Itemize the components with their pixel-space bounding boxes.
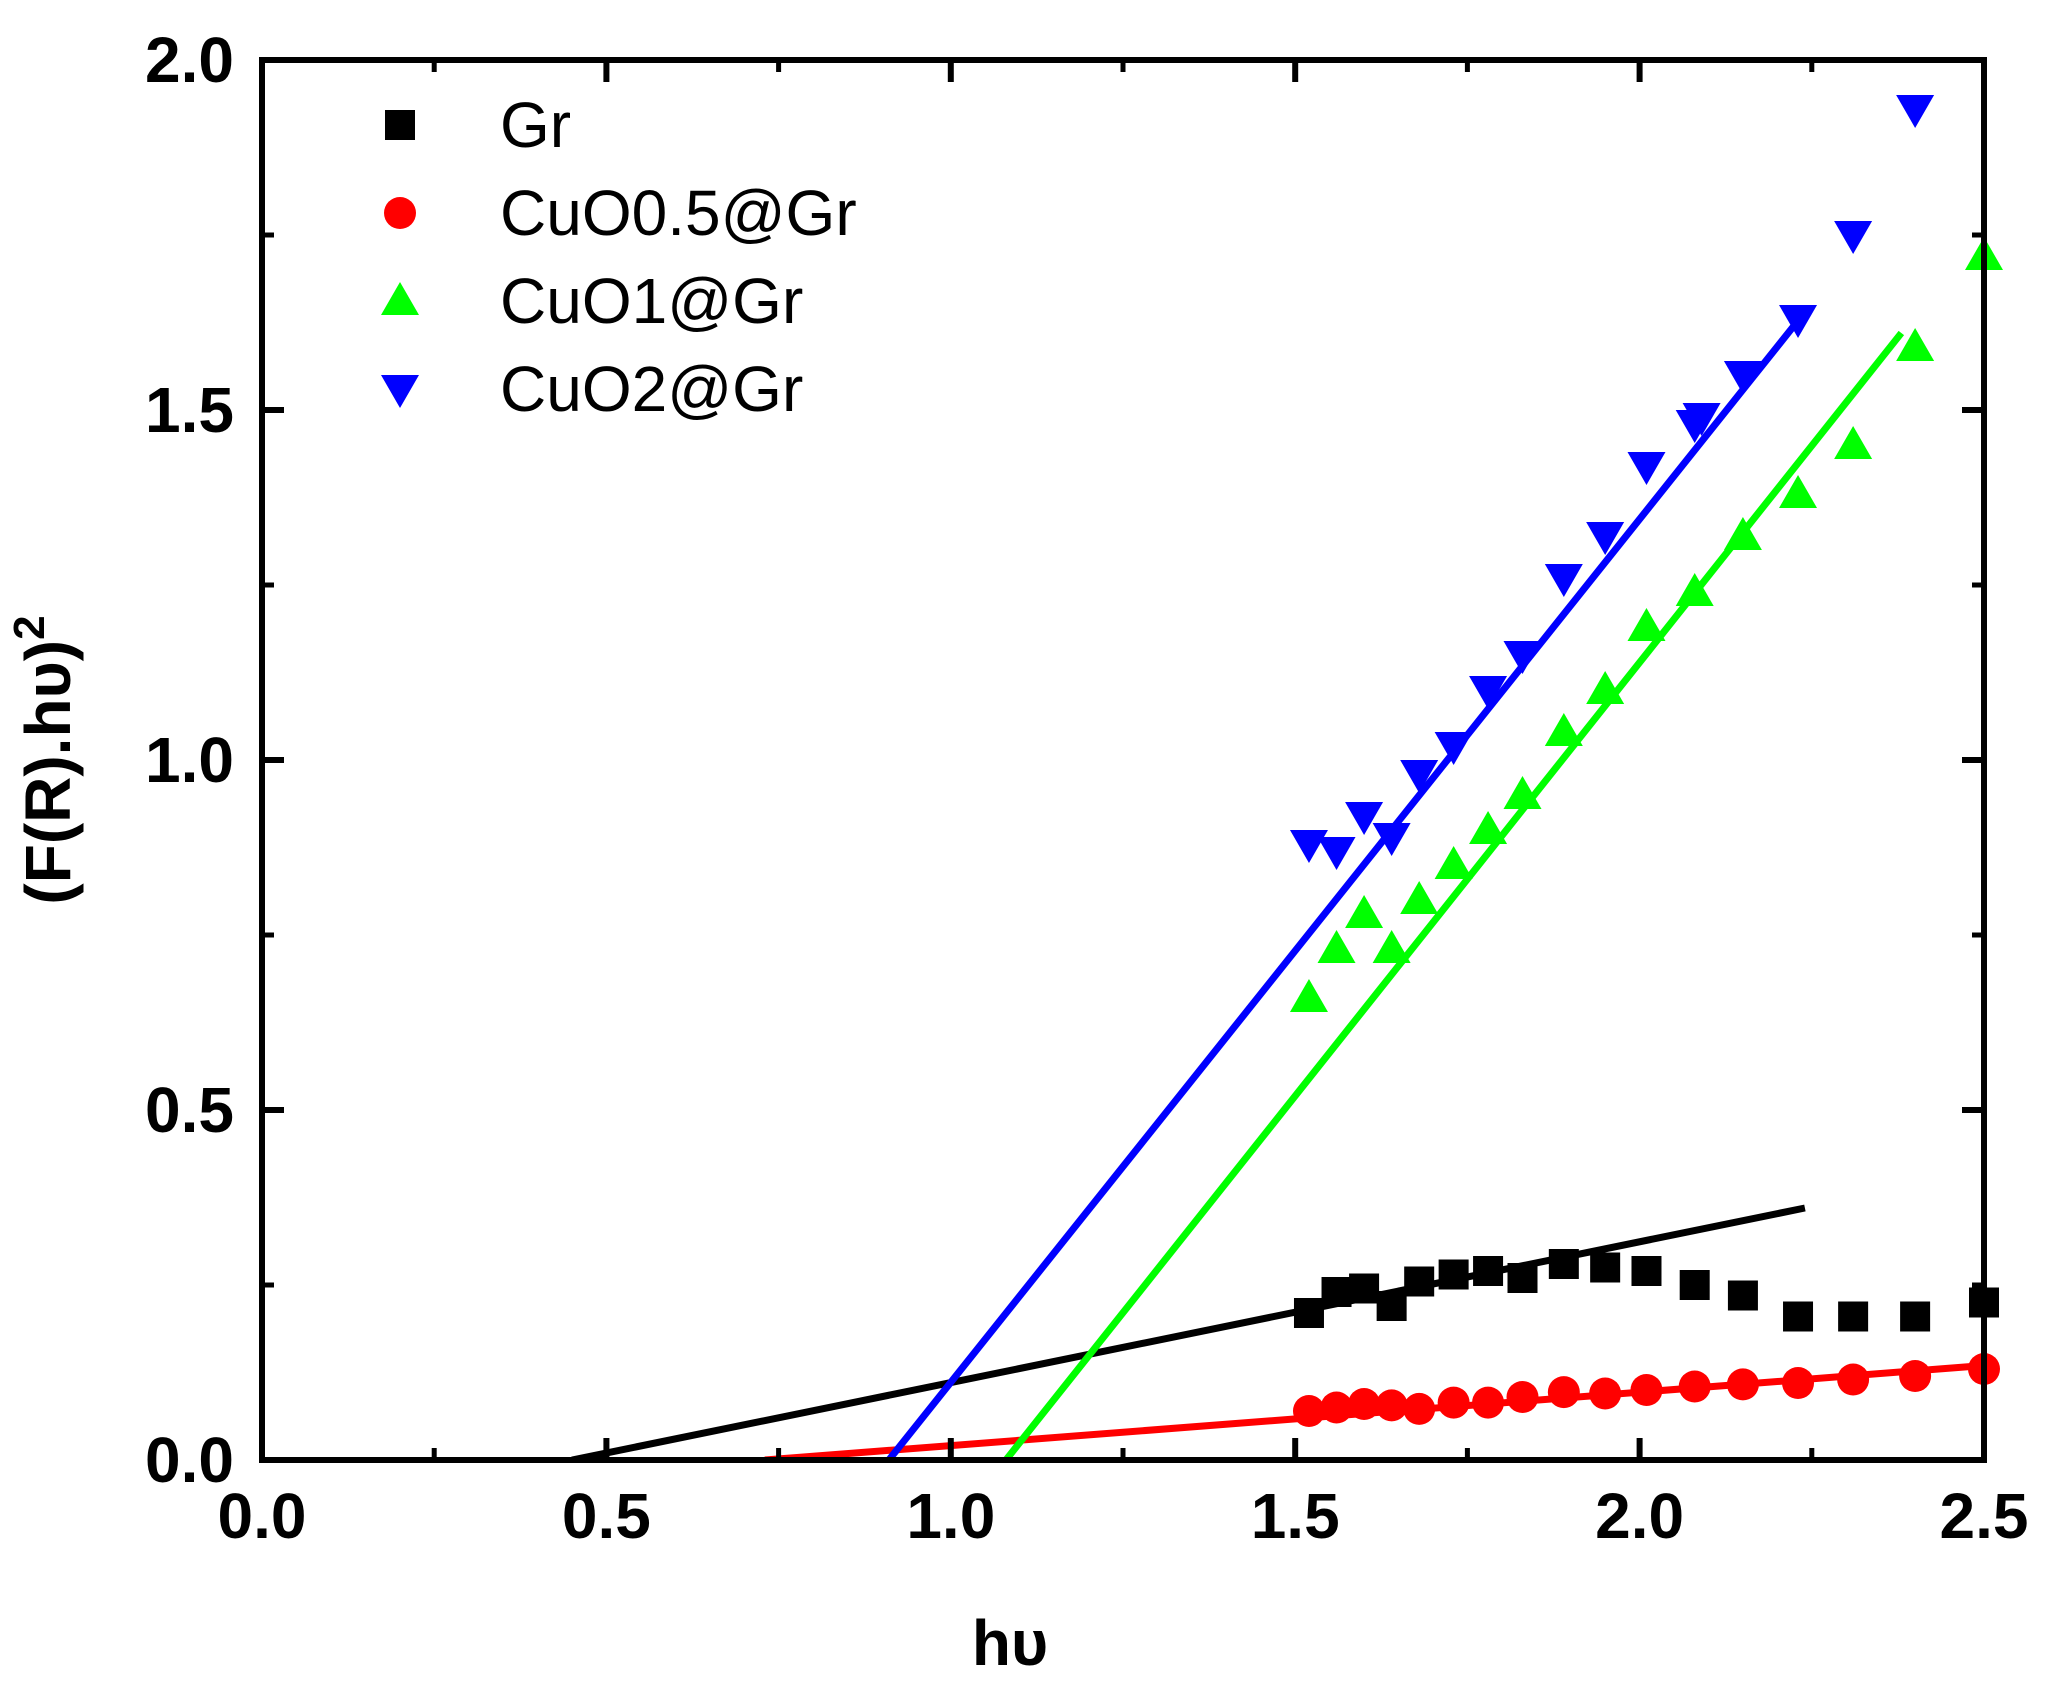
data-point-gr bbox=[1349, 1273, 1380, 1304]
legend-marker-gr bbox=[385, 110, 415, 140]
data-point-gr bbox=[1438, 1259, 1469, 1290]
data-point-cuo0-5-gr bbox=[1375, 1389, 1408, 1422]
data-point-cuo2-gr bbox=[1682, 403, 1721, 436]
data-point-gr bbox=[1548, 1249, 1579, 1279]
data-point-gr bbox=[1376, 1291, 1407, 1321]
data-point-cuo1-gr bbox=[1434, 846, 1473, 879]
data-point-cuo0-5-gr bbox=[1403, 1392, 1436, 1425]
y-tick-label: 2.0 bbox=[145, 24, 234, 96]
data-point-cuo0-5-gr bbox=[1837, 1363, 1870, 1396]
data-point-gr bbox=[1590, 1252, 1621, 1283]
data-point-gr bbox=[1473, 1256, 1504, 1286]
legend: Gr CuO0.5@Gr CuO1@Gr CuO2@Gr bbox=[381, 89, 857, 425]
x-tick-label: 1.5 bbox=[1251, 1480, 1340, 1552]
data-point-cuo2-gr bbox=[1586, 522, 1625, 555]
data-point-cuo2-gr bbox=[1469, 676, 1508, 709]
legend-label: Gr bbox=[500, 89, 571, 161]
data-markers bbox=[1289, 95, 2003, 1427]
data-point-cuo2-gr bbox=[1779, 305, 1818, 338]
data-point-cuo1-gr bbox=[1503, 776, 1542, 809]
data-point-cuo1-gr bbox=[1896, 328, 1935, 361]
legend-label: CuO1@Gr bbox=[500, 265, 803, 337]
data-point-gr bbox=[1293, 1298, 1324, 1328]
data-point-cuo2-gr bbox=[1834, 221, 1873, 254]
data-point-cuo2-gr bbox=[1544, 564, 1583, 597]
legend-marker-cuo2-gr bbox=[381, 375, 419, 408]
y-tick-label: 0.5 bbox=[145, 1074, 234, 1146]
data-point-cuo1-gr bbox=[1317, 930, 1356, 963]
data-point-cuo0-5-gr bbox=[1726, 1368, 1759, 1401]
data-point-cuo1-gr bbox=[1469, 811, 1508, 844]
data-point-cuo2-gr bbox=[1896, 95, 1935, 128]
data-point-gr bbox=[1727, 1280, 1758, 1311]
fit-lines bbox=[571, 309, 1985, 1460]
data-point-gr bbox=[1321, 1277, 1352, 1307]
data-point-gr bbox=[1404, 1266, 1435, 1297]
data-point-gr bbox=[1838, 1301, 1869, 1332]
data-point-cuo0-5-gr bbox=[1899, 1360, 1932, 1392]
y-axis-label: (F(R).hυ)2 bbox=[5, 615, 84, 904]
data-point-cuo0-5-gr bbox=[1547, 1376, 1580, 1409]
data-point-cuo1-gr bbox=[1675, 573, 1714, 606]
x-tick-label: 0.0 bbox=[218, 1480, 307, 1552]
y-tick-label: 1.0 bbox=[145, 724, 234, 796]
data-point-cuo0-5-gr bbox=[1437, 1386, 1470, 1419]
data-point-cuo2-gr bbox=[1723, 361, 1762, 394]
data-point-cuo1-gr bbox=[1779, 475, 1818, 508]
legend-label: CuO0.5@Gr bbox=[500, 177, 857, 249]
data-point-cuo1-gr bbox=[1544, 713, 1583, 746]
tick-labels: 0.0 0.5 1.0 1.5 2.0 2.5 0.0 0.5 1.0 1.5 2.0 bbox=[145, 24, 2028, 1552]
data-point-cuo2-gr bbox=[1627, 452, 1666, 485]
data-point-cuo1-gr bbox=[1834, 426, 1873, 459]
data-point-cuo1-gr bbox=[1627, 608, 1666, 641]
data-point-cuo0-5-gr bbox=[1782, 1367, 1815, 1399]
data-point-cuo2-gr bbox=[1372, 823, 1411, 856]
x-tick-label: 0.5 bbox=[562, 1480, 651, 1552]
fit-line-cuo2-gr bbox=[886, 309, 1808, 1460]
data-point-cuo1-gr bbox=[1289, 979, 1328, 1012]
legend-marker-cuo0-5-gr bbox=[384, 197, 416, 229]
data-point-gr bbox=[1631, 1256, 1662, 1286]
data-point-cuo1-gr bbox=[1400, 881, 1439, 914]
data-point-gr bbox=[1900, 1301, 1931, 1332]
data-point-cuo0-5-gr bbox=[1589, 1377, 1622, 1410]
data-point-cuo0-5-gr bbox=[1320, 1391, 1353, 1424]
y-axis-label-text: (F(R).hυ) bbox=[12, 640, 84, 905]
data-point-cuo0-5-gr bbox=[1678, 1370, 1711, 1403]
data-point-cuo0-5-gr bbox=[1472, 1386, 1505, 1419]
data-point-cuo2-gr bbox=[1317, 837, 1356, 870]
data-point-cuo0-5-gr bbox=[1292, 1395, 1325, 1427]
data-point-cuo2-gr bbox=[1400, 760, 1439, 793]
data-point-cuo1-gr bbox=[1345, 895, 1384, 928]
data-point-cuo2-gr bbox=[1345, 802, 1384, 835]
data-point-cuo0-5-gr bbox=[1630, 1374, 1663, 1406]
data-point-cuo0-5-gr bbox=[1506, 1381, 1539, 1413]
data-point-cuo1-gr bbox=[1586, 671, 1625, 704]
y-tick-label: 1.5 bbox=[145, 374, 234, 446]
data-point-gr bbox=[1679, 1270, 1710, 1300]
data-point-cuo0-5-gr bbox=[1348, 1388, 1381, 1420]
x-axis-label: hυ bbox=[972, 1607, 1048, 1679]
data-point-cuo1-gr bbox=[1723, 517, 1762, 550]
fit-line-cuo1-gr bbox=[1003, 330, 1905, 1460]
data-point-cuo2-gr bbox=[1434, 732, 1473, 765]
y-tick-label: 0.0 bbox=[145, 1424, 234, 1496]
x-tick-label: 2.0 bbox=[1595, 1480, 1684, 1552]
legend-label: CuO2@Gr bbox=[500, 353, 803, 425]
legend-marker-cuo1-gr bbox=[381, 282, 419, 315]
data-point-cuo1-gr bbox=[1372, 930, 1411, 963]
data-point-cuo2-gr bbox=[1289, 830, 1328, 863]
data-point-gr bbox=[1783, 1301, 1814, 1332]
y-axis-label-superscript: 2 bbox=[5, 615, 54, 639]
x-tick-label: 1.0 bbox=[906, 1480, 995, 1552]
axis-ticks bbox=[259, 57, 1987, 1463]
data-point-cuo2-gr bbox=[1503, 641, 1542, 674]
x-tick-label: 2.5 bbox=[1940, 1480, 2029, 1552]
data-point-gr bbox=[1507, 1263, 1538, 1293]
fit-line-gr bbox=[571, 1204, 1806, 1460]
